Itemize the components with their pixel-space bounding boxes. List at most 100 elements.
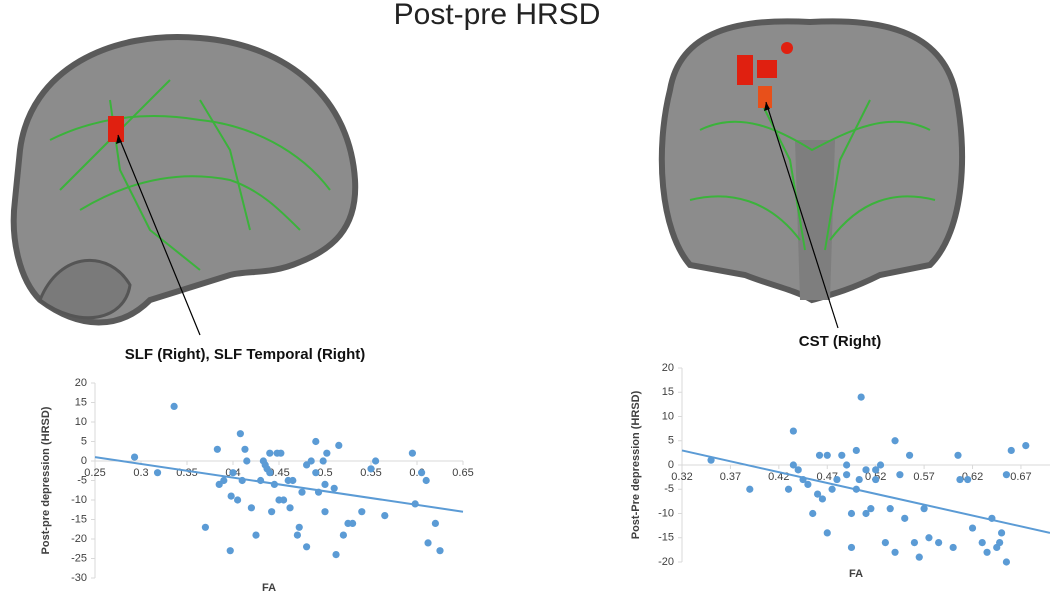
x-tick-label: 0.47 bbox=[817, 471, 838, 483]
x-tick-label: 0.5 bbox=[317, 467, 332, 479]
data-point bbox=[266, 469, 274, 477]
data-point bbox=[857, 393, 865, 401]
data-point bbox=[843, 471, 851, 479]
y-tick-label: 5 bbox=[668, 435, 674, 447]
data-point bbox=[1002, 558, 1011, 566]
data-point bbox=[349, 519, 357, 528]
data-point bbox=[286, 504, 294, 512]
data-point bbox=[862, 509, 870, 518]
data-point bbox=[321, 508, 329, 516]
data-point bbox=[289, 476, 297, 485]
data-point bbox=[268, 508, 276, 516]
data-point bbox=[852, 446, 860, 455]
x-tick-label: 0.32 bbox=[671, 471, 692, 483]
data-point bbox=[130, 453, 139, 461]
data-point bbox=[843, 461, 851, 469]
y-tick-label: -20 bbox=[71, 533, 87, 545]
x-tick-label: 0.37 bbox=[720, 471, 741, 483]
data-point bbox=[436, 547, 444, 555]
data-point bbox=[234, 496, 242, 504]
data-point bbox=[978, 539, 986, 547]
data-point bbox=[277, 449, 285, 457]
y-tick-label: -30 bbox=[71, 572, 87, 584]
data-point bbox=[431, 519, 439, 528]
annotation: CST (Right) bbox=[799, 333, 881, 350]
data-point bbox=[809, 509, 817, 518]
data-point bbox=[422, 476, 430, 485]
y-tick-label: -15 bbox=[658, 532, 674, 544]
figure-title: Post-pre HRSD bbox=[394, 0, 601, 31]
coronal-brain-image bbox=[652, 8, 975, 329]
data-point bbox=[312, 437, 320, 446]
y-tick-label: 10 bbox=[662, 410, 674, 422]
y-tick-label: 0 bbox=[81, 455, 87, 467]
data-point bbox=[784, 485, 793, 493]
y-tick-label: 10 bbox=[75, 416, 87, 428]
x-tick-label: 0.25 bbox=[84, 467, 105, 479]
data-point bbox=[170, 402, 178, 410]
x-tick-label: 0.45 bbox=[268, 467, 289, 479]
data-point bbox=[266, 449, 274, 457]
y-tick-label: 15 bbox=[75, 396, 87, 408]
data-point bbox=[818, 495, 827, 503]
trendline bbox=[681, 449, 1050, 534]
data-point bbox=[381, 511, 389, 520]
data-point bbox=[201, 523, 209, 531]
y-tick-label: 15 bbox=[662, 386, 674, 398]
data-point bbox=[964, 475, 972, 484]
data-point bbox=[319, 457, 327, 465]
data-point bbox=[241, 445, 249, 453]
data-point bbox=[968, 524, 977, 532]
data-point bbox=[867, 505, 875, 513]
data-point bbox=[794, 466, 802, 474]
data-point bbox=[855, 475, 863, 484]
y-tick-label: -10 bbox=[658, 507, 674, 519]
data-point bbox=[236, 430, 244, 438]
data-point bbox=[891, 437, 899, 445]
data-point bbox=[1002, 471, 1011, 479]
sagittal-brain-image bbox=[0, 30, 362, 336]
data-point bbox=[847, 509, 856, 518]
y-tick-label: 0 bbox=[668, 459, 674, 471]
data-point bbox=[332, 551, 340, 559]
data-point bbox=[813, 490, 822, 498]
data-point bbox=[949, 543, 957, 552]
data-point bbox=[872, 475, 880, 484]
data-point bbox=[252, 531, 260, 539]
data-point bbox=[828, 485, 836, 493]
data-point bbox=[323, 449, 331, 457]
data-point bbox=[372, 457, 380, 465]
data-point bbox=[227, 492, 235, 500]
x-axis-title: FA bbox=[262, 582, 276, 594]
y-tick-label: -25 bbox=[71, 552, 87, 564]
y-tick-label: -10 bbox=[71, 494, 87, 506]
data-point bbox=[823, 451, 831, 459]
data-point bbox=[925, 534, 933, 542]
data-point bbox=[896, 471, 904, 479]
data-point bbox=[153, 469, 162, 477]
data-point bbox=[886, 505, 894, 513]
data-point bbox=[408, 449, 416, 457]
data-point bbox=[833, 475, 841, 484]
annotation: SLF (Right), SLF Temporal (Right) bbox=[125, 346, 366, 363]
data-point bbox=[872, 466, 880, 474]
data-point bbox=[915, 553, 923, 561]
data-point bbox=[220, 476, 228, 485]
data-point bbox=[746, 485, 754, 493]
data-point bbox=[424, 539, 432, 547]
data-point bbox=[891, 548, 899, 556]
x-tick-label: 0.55 bbox=[360, 467, 381, 479]
data-point bbox=[339, 531, 347, 539]
data-point bbox=[1007, 446, 1015, 455]
y-tick-label: -5 bbox=[664, 483, 674, 495]
x-axis-title: FA bbox=[849, 568, 863, 580]
data-point bbox=[367, 465, 375, 473]
data-point bbox=[307, 457, 315, 465]
data-point bbox=[847, 543, 856, 552]
data-point bbox=[1022, 442, 1030, 450]
data-point bbox=[298, 488, 306, 496]
data-point bbox=[295, 523, 303, 531]
x-tick-label: 0.65 bbox=[452, 467, 473, 479]
x-tick-label: 0.67 bbox=[1010, 471, 1031, 483]
